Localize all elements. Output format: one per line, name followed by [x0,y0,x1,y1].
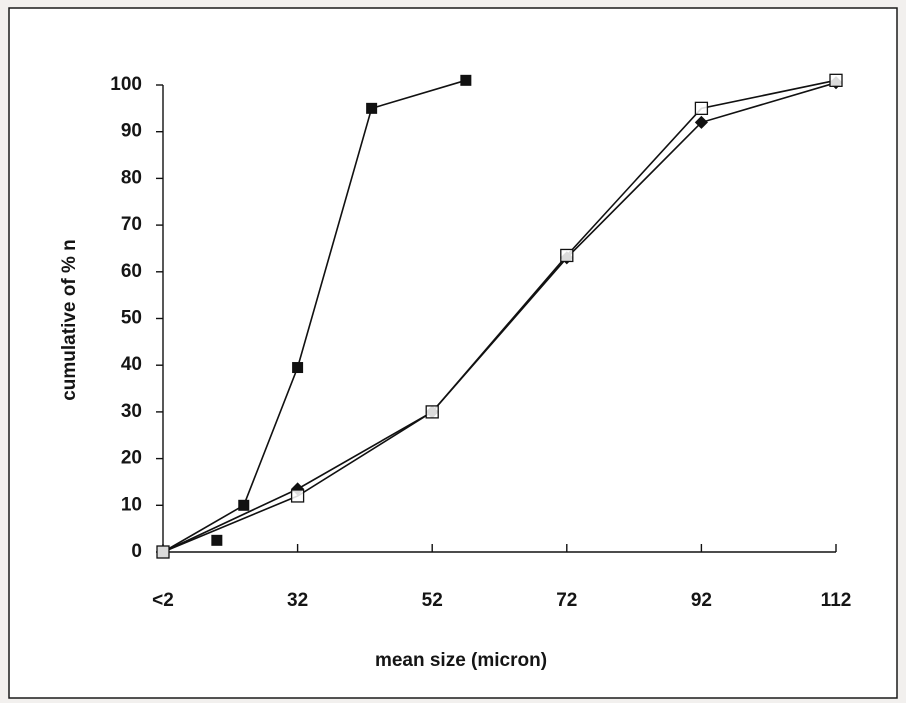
x-tick-label: 92 [691,590,712,611]
x-tick-label: 32 [287,590,308,611]
x-tick-label: 72 [556,590,577,611]
y-tick-label: 100 [110,74,142,95]
y-tick-label: 20 [121,448,142,469]
chart-frame [8,7,898,699]
y-tick-label: 70 [121,214,142,235]
y-tick-label: 0 [131,541,142,562]
series-2-point [211,534,223,546]
y-tick-label: 80 [121,167,142,188]
x-tick-label: <2 [152,590,174,611]
y-tick-label: 30 [121,401,142,422]
series-4-point [694,101,709,115]
series-1-point [238,499,250,511]
y-tick-label: 40 [121,354,142,375]
series-4-point [156,545,170,559]
y-tick-label: 90 [121,121,142,142]
series-4-point [829,73,843,87]
series-4-point [425,405,439,419]
y-tick-label: 60 [121,261,142,282]
series-1-point [460,74,472,86]
x-tick-label: 52 [422,590,443,611]
series-4-point [290,489,305,503]
series-1-point [366,102,378,114]
x-tick-label: 112 [821,590,852,611]
plot-area: 0 10 20 30 40 50 60 70 80 90 100 <2 32 52 72 92 112 [110,73,852,611]
y-tick-label: 10 [121,494,142,515]
y-tick-label: 50 [121,308,142,329]
y-axis-label: cumulative of % n [59,239,80,401]
x-axis-label: mean size (micron) [375,650,547,671]
series-4-line [162,79,837,553]
series-3-point [694,115,708,129]
series-4-point [560,248,574,263]
series-1-point [292,362,304,374]
